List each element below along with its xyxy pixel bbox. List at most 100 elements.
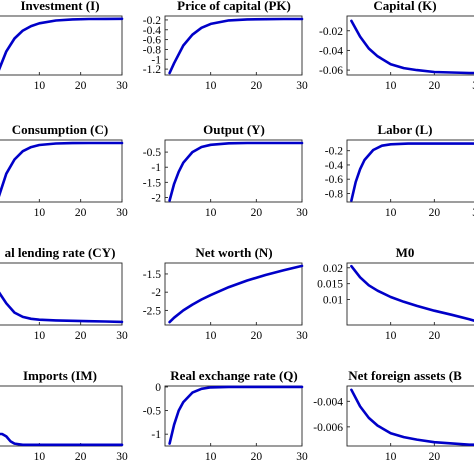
x-tick-label: 30 xyxy=(116,207,128,219)
panel-title: Capital (K) xyxy=(373,0,436,13)
x-tick-label: 30 xyxy=(472,207,474,219)
x-tick-label: 20 xyxy=(429,330,441,342)
series-line xyxy=(0,291,124,324)
axes-box xyxy=(0,385,123,447)
y-tick-label: -1.5 xyxy=(143,269,161,281)
axes-box xyxy=(346,139,474,203)
series-line xyxy=(0,141,124,198)
y-tick-label: -1.2 xyxy=(143,64,161,76)
y-tick-label: -0.8 xyxy=(325,188,343,200)
panel-title: Output (Y) xyxy=(203,122,265,137)
x-tick-label: 10 xyxy=(385,451,397,463)
series-line xyxy=(168,385,304,445)
x-tick-label: 10 xyxy=(385,80,397,92)
panel-1: Investment (I) 10 20 30 xyxy=(0,0,128,92)
panel-9: M0 10 20 0.02 0.015 0.01 xyxy=(317,245,474,342)
panel-8: Net worth (N) 10 20 30 -1.5 -2 -2.5 xyxy=(143,245,308,342)
x-tick-label: 10 xyxy=(34,207,46,219)
x-tick-label: 30 xyxy=(296,207,308,219)
panel-5: Output (Y) 10 20 30 -0.5 -1 -1.5 -2 xyxy=(143,122,308,219)
panel-6: Labor (L) 10 20 30 -0.2 -0.4 -0.6 -0.8 xyxy=(325,122,474,219)
y-tick-label: 0.02 xyxy=(323,263,343,275)
x-tick-label: 20 xyxy=(251,207,263,219)
x-tick-label: 10 xyxy=(34,80,46,92)
panel-title: Imports (IM) xyxy=(23,368,97,383)
panel-4: Consumption (C) 10 20 30 xyxy=(0,122,128,219)
panel-title: Real exchange rate (Q) xyxy=(170,368,297,383)
panel-title: Net foreign assets (B xyxy=(348,368,462,383)
axes-box xyxy=(346,385,474,447)
x-tick-label: 20 xyxy=(429,80,441,92)
panel-title: al lending rate (CY) xyxy=(5,245,116,260)
axes-box xyxy=(164,385,303,447)
x-tick-label: 10 xyxy=(385,207,397,219)
x-tick-label: 10 xyxy=(34,330,46,342)
y-tick-label: -2 xyxy=(151,287,161,299)
y-tick-label: -0.5 xyxy=(143,147,161,159)
y-tick-label: -0.6 xyxy=(143,35,161,47)
panel-10: Imports (IM) 10 20 30 xyxy=(0,368,128,463)
series-line xyxy=(168,17,304,75)
axes-box xyxy=(0,262,123,326)
panel-title: Consumption (C) xyxy=(12,122,108,137)
axes-box xyxy=(0,15,123,76)
x-tick-label: 20 xyxy=(251,330,263,342)
axes-box xyxy=(0,139,123,203)
x-tick-label: 10 xyxy=(205,451,217,463)
x-tick-label: 30 xyxy=(296,80,308,92)
y-tick-label: -2.5 xyxy=(143,305,161,317)
panel-2: Price of capital (PK)10 20 30-0.2-0.4-0.6-… xyxy=(143,0,308,92)
y-tick-label: -0.006 xyxy=(313,422,343,434)
x-tick-label: 20 xyxy=(429,207,441,219)
series-line xyxy=(0,17,124,71)
panel-11: Real exchange rate (Q) 10 20 30 0 -0.5 -1 xyxy=(143,368,308,463)
x-tick-label: 20 xyxy=(75,80,87,92)
x-tick-label: 10 xyxy=(385,330,397,342)
x-tick-label: 10 xyxy=(205,207,217,219)
y-tick-label: -0.4 xyxy=(143,25,161,37)
axes-box xyxy=(346,15,474,76)
x-tick-label: 20 xyxy=(75,451,87,463)
y-tick-label: -0.04 xyxy=(319,45,343,57)
panel-title: Net worth (N) xyxy=(195,245,272,260)
panel-3: Capital (K) 10 20 30 -0.02 -0.04 -0.06 xyxy=(319,0,474,92)
y-tick-label: -1.5 xyxy=(143,177,161,189)
y-tick-label: -0.2 xyxy=(143,15,161,27)
y-tick-label: -0.2 xyxy=(325,146,343,158)
x-tick-label: 10 xyxy=(205,80,217,92)
y-tick-label: -0.4 xyxy=(325,160,343,172)
x-tick-label: 20 xyxy=(251,451,263,463)
y-tick-label: -2 xyxy=(151,192,161,204)
y-tick-label: 0.015 xyxy=(317,279,343,291)
x-tick-label: 30 xyxy=(116,451,128,463)
x-tick-label: 10 xyxy=(205,330,217,342)
panel-title: Labor (L) xyxy=(377,122,432,137)
y-tick-label: -0.06 xyxy=(319,65,343,77)
series-line xyxy=(350,264,474,323)
x-tick-label: 20 xyxy=(429,451,441,463)
x-tick-label: 10 xyxy=(34,451,46,463)
series-line xyxy=(350,19,474,75)
y-tick-label: -0.004 xyxy=(313,396,343,408)
x-tick-label: 20 xyxy=(251,80,263,92)
y-tick-label: -1 xyxy=(151,162,161,174)
panel-title: M0 xyxy=(396,245,415,260)
x-tick-label: 20 xyxy=(75,207,87,219)
y-tick-label: -1 xyxy=(151,429,161,441)
x-tick-label: 20 xyxy=(75,330,87,342)
panel-7: al lending rate (CY) 10 20 30 xyxy=(0,245,128,342)
axes-box xyxy=(164,15,303,76)
series-line xyxy=(168,141,304,202)
x-tick-label: 30 xyxy=(472,80,474,92)
panel-title: Investment (I) xyxy=(20,0,99,13)
series-line xyxy=(350,142,474,202)
series-line xyxy=(350,388,474,447)
axes-box xyxy=(164,139,303,203)
x-tick-label: 30 xyxy=(116,80,128,92)
y-tick-label: -0.02 xyxy=(319,26,343,38)
panel-12: Net foreign assets (B 10 20 -0.004 -0.006 xyxy=(313,368,474,463)
x-tick-label: 30 xyxy=(296,451,308,463)
series-line xyxy=(168,264,304,324)
axes-box xyxy=(346,262,474,326)
y-tick-label: -0.8 xyxy=(143,44,161,56)
